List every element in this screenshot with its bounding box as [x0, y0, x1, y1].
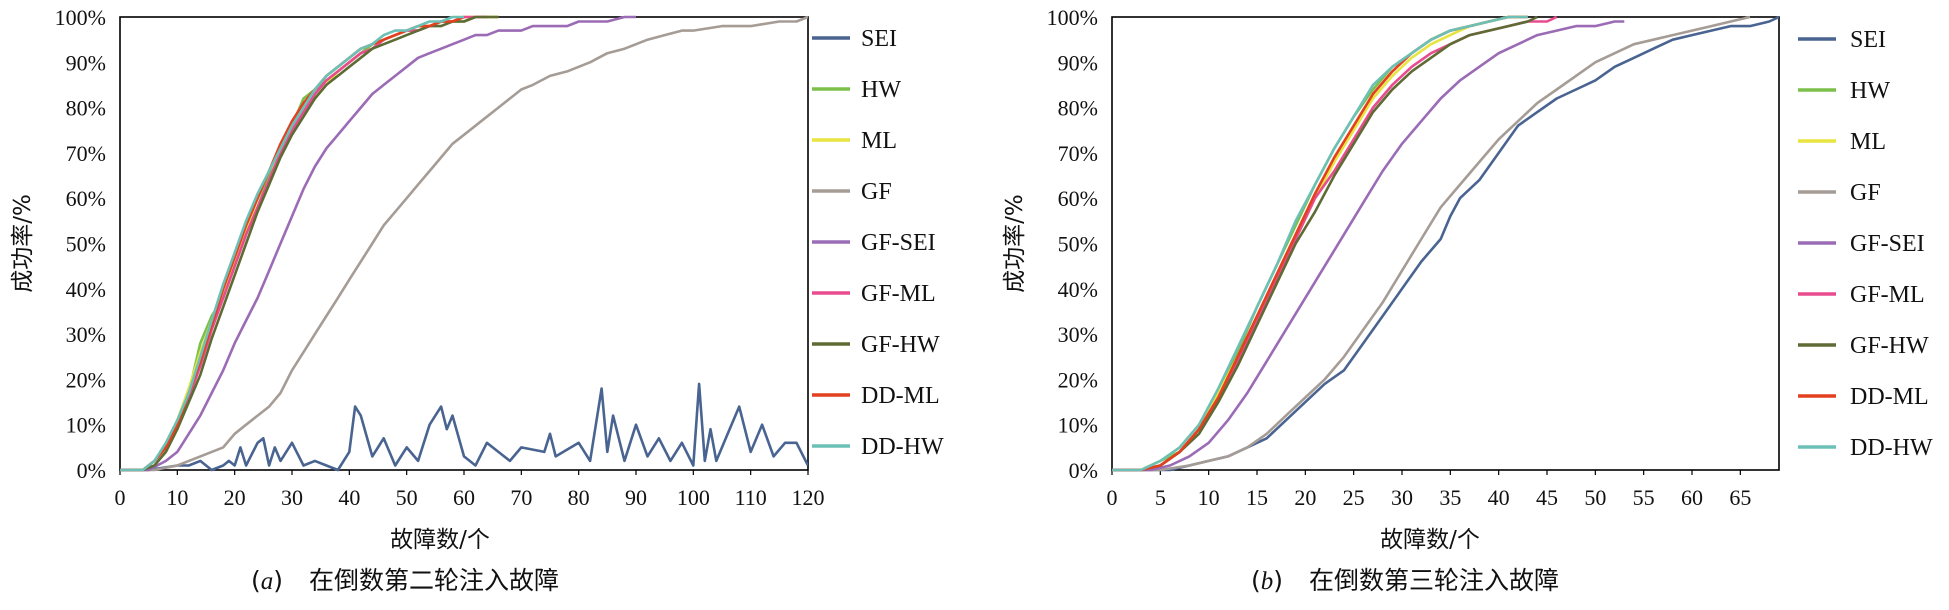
series-line-gf-ml — [1112, 15, 1558, 472]
y-tick-label: 20% — [1058, 367, 1098, 392]
panel-caption-text: 在倒数第二轮注入故障 — [309, 566, 559, 595]
y-tick-label: 90% — [66, 50, 106, 75]
legend-label: GF-HW — [861, 332, 940, 358]
x-tick-label: 55 — [1633, 485, 1655, 510]
x-tick-label: 60 — [1681, 485, 1703, 510]
panel-caption: (b) 在倒数第三轮注入故障 — [1251, 566, 1559, 595]
plot-area-frame — [119, 16, 809, 471]
series-line-gf — [120, 15, 808, 472]
series-line-gf-hw — [1112, 15, 1538, 472]
series-line-gf — [1112, 15, 1751, 472]
y-tick-label: 80% — [66, 96, 106, 121]
y-tick-label: 90% — [1058, 50, 1098, 75]
panel-caption-letter: b — [1261, 568, 1274, 595]
y-tick-label: 50% — [66, 232, 106, 257]
y-tick-label: 40% — [1058, 277, 1098, 302]
series-line-gf-sei — [120, 15, 636, 472]
series-line-hw — [1112, 15, 1528, 472]
series-line-dd-ml — [1112, 15, 1528, 472]
y-tick-label: 30% — [1058, 322, 1098, 347]
x-tick-label: 30 — [281, 485, 303, 510]
x-tick-label: 30 — [1391, 485, 1413, 510]
x-tick-label: 15 — [1246, 485, 1268, 510]
legend-label: HW — [1850, 78, 1890, 104]
y-tick-label: 70% — [66, 141, 106, 166]
x-tick-label: 50 — [1584, 485, 1606, 510]
legend-label: DD-HW — [1850, 435, 1933, 461]
series-line-ml — [120, 15, 499, 472]
y-tick-label: 10% — [1058, 413, 1098, 438]
series-line-hw — [120, 15, 499, 472]
series-line-ml — [1112, 15, 1528, 472]
x-tick-label: 35 — [1439, 485, 1461, 510]
x-tick-label: 20 — [224, 485, 246, 510]
y-tick-label: 60% — [1058, 186, 1098, 211]
x-tick-label: 10 — [166, 485, 188, 510]
y-axis-title: 成功率/% — [10, 194, 36, 293]
legend-label: DD-ML — [1850, 384, 1929, 410]
legend-label: ML — [861, 128, 897, 154]
series-line-sei — [120, 382, 808, 472]
chart-panel-a: 0 10 20 30 40 50 60 70 80 90 100 110 120 0% 10% 20% 30% 4… — [10, 5, 944, 595]
x-tick-label: 0 — [115, 485, 126, 510]
series-line-dd-hw — [120, 15, 464, 472]
x-tick-label: 20 — [1294, 485, 1316, 510]
chart-panel-b: 0 5 10 15 20 25 30 35 40 45 50 55 60 65 0% 10% 20% 30% 40%… — [1002, 5, 1933, 595]
x-tick-label: 5 — [1155, 485, 1166, 510]
y-tick-label: 0% — [1069, 458, 1098, 483]
x-tick-label: 80 — [568, 485, 590, 510]
x-tick-label: 50 — [396, 485, 418, 510]
x-tick-label: 120 — [792, 485, 825, 510]
x-tick-label: 65 — [1729, 485, 1751, 510]
y-tick-label: 10% — [66, 413, 106, 438]
legend-label: GF-ML — [861, 281, 936, 307]
x-axis-title: 故障数/个 — [390, 527, 490, 553]
legend-label: GF — [1850, 180, 1881, 206]
legend-label: GF-SEI — [1850, 231, 1925, 257]
x-tick-label: 10 — [1198, 485, 1220, 510]
y-tick-label: 60% — [66, 186, 106, 211]
legend-label: GF-ML — [1850, 282, 1925, 308]
legend-label: GF — [861, 179, 892, 205]
y-tick-label: 100% — [55, 5, 106, 30]
panel-caption: (a) 在倒数第二轮注入故障 — [251, 566, 559, 595]
x-axis-title: 故障数/个 — [1380, 527, 1480, 553]
x-tick-label: 45 — [1536, 485, 1558, 510]
y-tick-label: 20% — [66, 367, 106, 392]
x-tick-label: 70 — [510, 485, 532, 510]
legend-label: SEI — [1850, 27, 1886, 53]
panel-caption-letter: a — [261, 568, 274, 595]
series-line-dd-ml — [120, 15, 465, 472]
y-tick-label: 0% — [77, 458, 106, 483]
series-line-gf-ml — [120, 15, 487, 472]
x-tick-label: 60 — [453, 485, 475, 510]
x-tick-label: 25 — [1343, 485, 1365, 510]
series-line-gf-hw — [120, 15, 499, 472]
legend-label: DD-ML — [861, 383, 940, 409]
x-tick-label: 100 — [677, 485, 710, 510]
y-tick-label: 70% — [1058, 141, 1098, 166]
y-tick-label: 30% — [66, 322, 106, 347]
y-tick-label: 80% — [1058, 96, 1098, 121]
x-tick-label: 110 — [735, 485, 767, 510]
y-tick-label: 40% — [66, 277, 106, 302]
legend-label: DD-HW — [861, 434, 944, 460]
x-tick-label: 0 — [1107, 485, 1118, 510]
y-axis-title: 成功率/% — [1002, 194, 1028, 293]
y-tick-label: 50% — [1058, 232, 1098, 257]
x-tick-label: 90 — [625, 485, 647, 510]
legend-label: GF-SEI — [861, 230, 936, 256]
y-tick-label: 100% — [1047, 5, 1098, 30]
series-line-dd-hw — [1112, 15, 1528, 472]
legend-label: GF-HW — [1850, 333, 1929, 359]
panel-caption-text: 在倒数第三轮注入故障 — [1309, 566, 1559, 595]
legend-label: HW — [861, 77, 901, 103]
series-line-gf-sei — [1112, 20, 1625, 472]
x-tick-label: 40 — [1488, 485, 1510, 510]
plot-area-frame — [1111, 16, 1780, 471]
x-tick-label: 40 — [338, 485, 360, 510]
legend-label: SEI — [861, 26, 897, 52]
legend-label: ML — [1850, 129, 1886, 155]
